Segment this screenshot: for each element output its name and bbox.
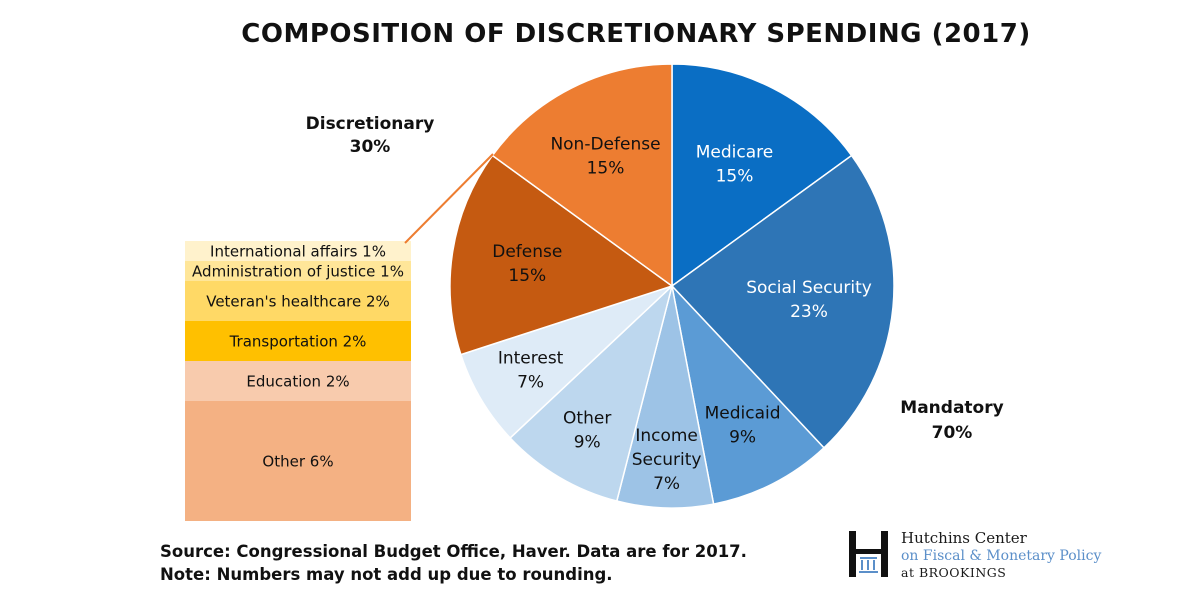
- pie-slice-other: [509, 283, 674, 502]
- group-label-discretionary: Discretionary: [306, 114, 435, 134]
- pie-slice-medicare: [671, 63, 853, 288]
- logo-sub: on Fiscal & Monetary Policy: [901, 548, 1101, 564]
- hutchins-h-icon: [849, 531, 888, 577]
- stack-segment-other: [185, 401, 411, 521]
- note-text: Note: Numbers may not add up due to roun…: [160, 565, 613, 584]
- slice-value-medicare: 15%: [716, 166, 754, 186]
- slice-label-medicaid: Medicaid: [705, 404, 781, 424]
- stack-label-education: Education 2%: [246, 373, 349, 391]
- chart-title: COMPOSITION OF DISCRETIONARY SPENDING (2…: [241, 19, 1030, 49]
- brookings-logo: Hutchins Center on Fiscal & Monetary Pol…: [849, 529, 1101, 580]
- slice-label-defense: Defense: [492, 242, 562, 262]
- group-value-mandatory: 70%: [932, 423, 973, 443]
- stack-segment-education: [185, 361, 411, 401]
- slice-value-income-security: 7%: [653, 474, 680, 494]
- stack-segment-veteran-s-healthcare: [185, 281, 411, 321]
- slice-value-social-security: 23%: [790, 302, 828, 322]
- group-value-discretionary: 30%: [350, 137, 391, 157]
- slice-value-medicaid: 9%: [729, 428, 756, 448]
- stack-label-administration-of-justice: Administration of justice 1%: [192, 263, 404, 281]
- breakdown-connector: [404, 153, 494, 244]
- stack-label-transportation: Transportation 2%: [229, 333, 367, 351]
- stack-segment-transportation: [185, 321, 411, 361]
- slice-value-defense: 15%: [508, 266, 546, 286]
- stack-label-other: Other 6%: [262, 453, 333, 471]
- stack-label-international-affairs: International affairs 1%: [210, 243, 386, 261]
- group-label-mandatory: Mandatory: [900, 398, 1003, 418]
- pie-slice-defense: [449, 154, 674, 356]
- slice-label-interest: Interest: [498, 349, 564, 369]
- slice-value-other: 9%: [574, 432, 601, 452]
- slice-value-interest: 7%: [517, 373, 544, 393]
- slice-value-non-defense: 15%: [587, 158, 625, 178]
- logo-name: Hutchins Center: [901, 529, 1028, 547]
- pie-slice-non-defense: [491, 63, 673, 288]
- breakdown-stack: International affairs 1% Administration o…: [185, 241, 411, 521]
- pie-slice-medicaid: [670, 283, 826, 505]
- slice-label-income-security: Income: [635, 426, 698, 446]
- slice-label-income-security: Security: [632, 450, 702, 470]
- stack-segment-international-affairs: [185, 241, 411, 261]
- pie-slice-social-security: [670, 154, 895, 449]
- slice-label-other: Other: [563, 408, 611, 428]
- stack-label-veteran-s-healthcare: Veteran's healthcare 2%: [206, 293, 390, 311]
- stack-segment-administration-of-justice: [185, 261, 411, 281]
- logo-at: at BROOKINGS: [901, 565, 1006, 580]
- source-text: Source: Congressional Budget Office, Hav…: [160, 542, 747, 561]
- slice-label-non-defense: Non-Defense: [550, 134, 660, 154]
- slice-label-social-security: Social Security: [746, 278, 872, 298]
- pie: Medicare 15% Social Security 23% Medicaid 9% I…: [449, 63, 895, 509]
- slice-label-medicare: Medicare: [696, 142, 773, 162]
